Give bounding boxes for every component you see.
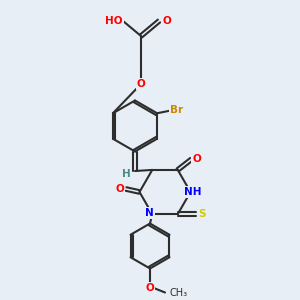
Text: O: O [192,154,201,164]
Text: O: O [146,283,154,293]
Text: H: H [122,169,130,179]
Text: NH: NH [184,187,202,197]
Text: HO: HO [105,16,123,26]
Text: O: O [136,79,146,89]
Text: O: O [162,16,171,26]
Text: CH₃: CH₃ [169,287,188,298]
Text: Br: Br [170,105,183,115]
Text: O: O [116,184,124,194]
Text: N: N [146,208,154,218]
Text: S: S [198,209,206,219]
